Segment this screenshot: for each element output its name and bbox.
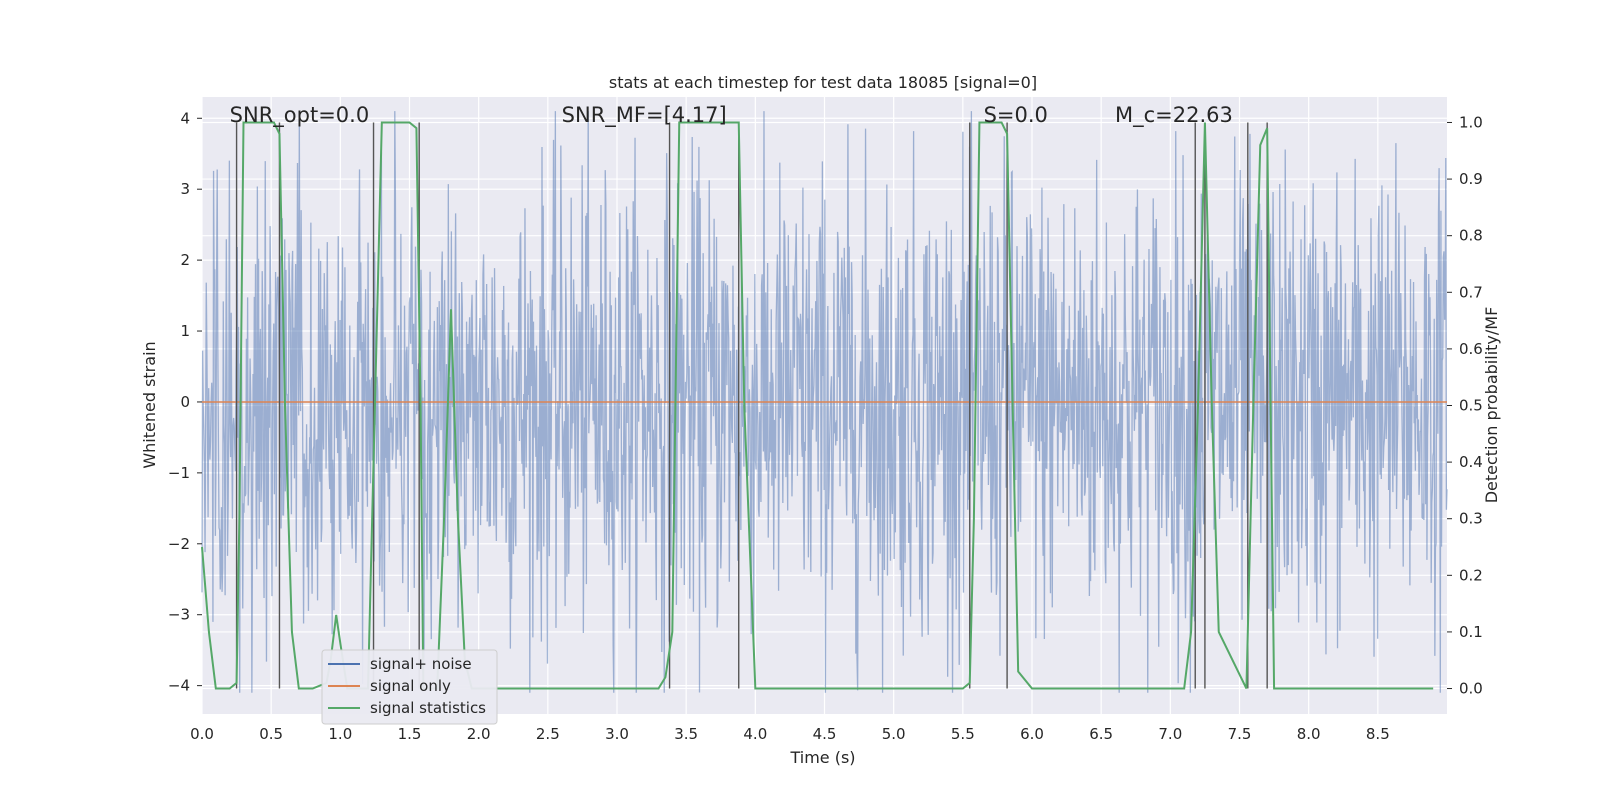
y-tick-label: 0 bbox=[180, 393, 190, 411]
y-tick-label: −4 bbox=[168, 677, 190, 695]
legend-label-signal-only: signal only bbox=[370, 677, 451, 695]
y2-tick-label: 0.6 bbox=[1459, 340, 1483, 358]
signal-noise-series bbox=[201, 111, 1448, 693]
x-tick-label: 6.5 bbox=[1089, 725, 1113, 743]
legend-box bbox=[321, 649, 498, 725]
y-axis-label: Whitened strain bbox=[140, 341, 159, 468]
y2-tick-label: 0.5 bbox=[1459, 397, 1483, 415]
y2-tick-label: 0.7 bbox=[1459, 283, 1483, 301]
x-tick-label: 8.0 bbox=[1297, 725, 1321, 743]
legend-label-signal-noise: signal+ noise bbox=[370, 655, 472, 673]
vertical-markers bbox=[235, 122, 1268, 689]
x-axis-ticks: 0.0 0.5 1.0 1.5 2.0 2.5 3.0 3.5 4.0 4.5 5.0 5.5 6.0 6… bbox=[190, 725, 1390, 743]
x-tick-label: 0.5 bbox=[259, 725, 283, 743]
x-tick-label: 1.0 bbox=[328, 725, 352, 743]
annotation-2: S=0.0 bbox=[984, 103, 1048, 127]
x-tick-label: 2.0 bbox=[467, 725, 491, 743]
y2-axis-label: Detection probability/MF bbox=[1482, 307, 1501, 504]
x-tick-label: 4.5 bbox=[813, 725, 837, 743]
y-tick-label: 1 bbox=[180, 322, 190, 340]
legend-label-signal-statistics: signal statistics bbox=[370, 699, 486, 717]
x-tick-label: 6.0 bbox=[1020, 725, 1044, 743]
x-tick-label: 7.0 bbox=[1158, 725, 1182, 743]
y-tick-label: −1 bbox=[168, 464, 190, 482]
y2-tick-label: 0.0 bbox=[1459, 680, 1483, 698]
y2-tick-label: 0.8 bbox=[1459, 227, 1483, 245]
x-tick-label: 0.0 bbox=[190, 725, 214, 743]
x-tick-label: 5.5 bbox=[951, 725, 975, 743]
annotation-3: M_c=22.63 bbox=[1115, 103, 1233, 128]
y2-tick-label: 0.3 bbox=[1459, 510, 1483, 528]
x-tick-label: 3.0 bbox=[605, 725, 629, 743]
x-tick-label: 2.5 bbox=[536, 725, 560, 743]
y-tick-label: −2 bbox=[168, 535, 190, 553]
y2-tick-label: 0.1 bbox=[1459, 623, 1483, 641]
chart-title: stats at each timestep for test data 180… bbox=[609, 73, 1037, 92]
annotation-0: SNR_opt=0.0 bbox=[230, 103, 370, 128]
y-axis-ticks: −4 −3 −2 −1 0 1 2 3 4 bbox=[168, 109, 202, 695]
y-tick-label: 3 bbox=[180, 180, 190, 198]
x-axis-label: Time (s) bbox=[789, 748, 855, 767]
annotations: SNR_opt=0.0 SNR_MF=[4.17] S=0.0 M_c=22.63 bbox=[230, 103, 1233, 128]
legend: signal+ noise signal only signal statist… bbox=[321, 649, 498, 725]
y-tick-label: 4 bbox=[180, 109, 190, 127]
x-tick-label: 8.5 bbox=[1366, 725, 1390, 743]
y-tick-label: 2 bbox=[180, 251, 190, 269]
x-tick-label: 5.0 bbox=[882, 725, 906, 743]
x-tick-label: 7.5 bbox=[1228, 725, 1252, 743]
y2-axis-ticks: 0.0 0.1 0.2 0.3 0.4 0.5 0.6 0.7 0.8 0.9 1.0 bbox=[1447, 113, 1483, 698]
x-tick-label: 1.5 bbox=[398, 725, 422, 743]
y2-tick-label: 1.0 bbox=[1459, 113, 1483, 131]
y2-tick-label: 0.9 bbox=[1459, 170, 1483, 188]
x-tick-label: 4.0 bbox=[743, 725, 767, 743]
y2-tick-label: 0.2 bbox=[1459, 566, 1483, 584]
signal-noise-line bbox=[201, 111, 1448, 693]
y-tick-label: −3 bbox=[168, 606, 190, 624]
y2-tick-label: 0.4 bbox=[1459, 453, 1483, 471]
annotation-1: SNR_MF=[4.17] bbox=[562, 103, 727, 128]
x-tick-label: 3.5 bbox=[674, 725, 698, 743]
